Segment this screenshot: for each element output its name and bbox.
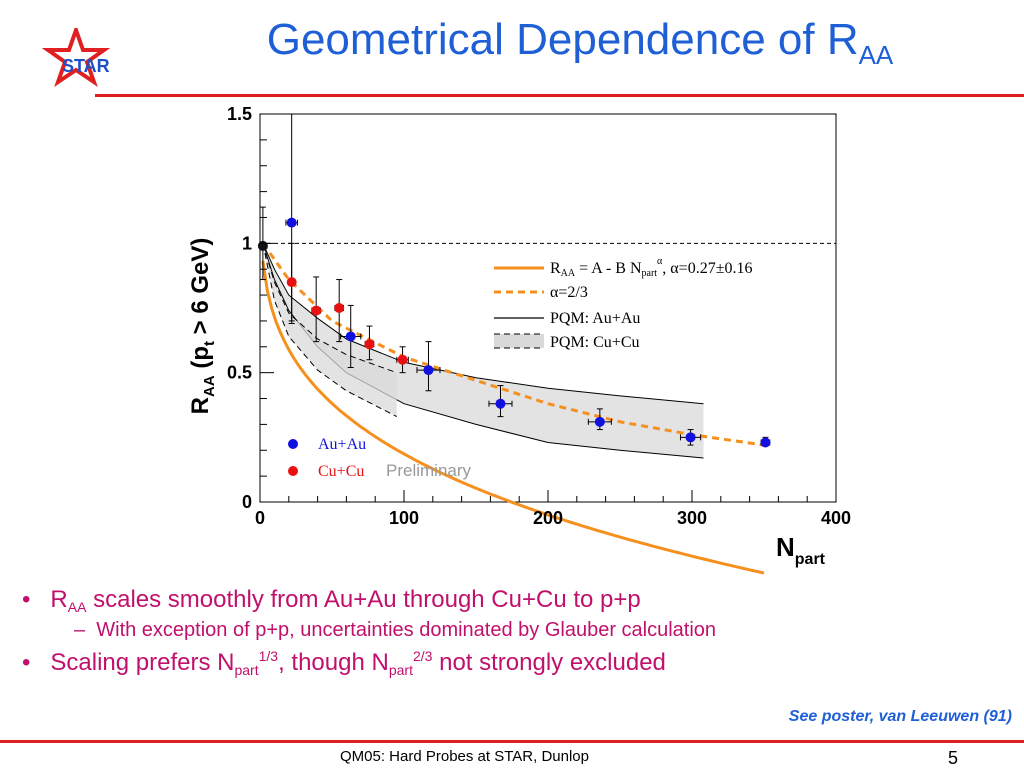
poster-note: See poster, van Leeuwen (91) <box>788 708 1012 725</box>
auau-point-1 <box>345 331 356 342</box>
y-tick-label-1: 0.5 <box>227 363 252 383</box>
star-logo <box>38 23 134 90</box>
y-tick-label-3: 1.5 <box>227 104 252 124</box>
pqm-cucu-upper-line <box>262 243 397 374</box>
cucu-point-2 <box>334 303 345 313</box>
y-tick-label-0: 0 <box>242 492 252 512</box>
fit-curve-alpha-027 <box>261 260 765 575</box>
subbullet-dash: – <box>74 619 97 641</box>
x-tick-label-1: 100 <box>389 508 419 528</box>
raa-chart: 0 100 200 300 400 0 0.5 1 1.5 RAA (pt > 6 GeV) N… <box>187 104 851 575</box>
svg-text:PQM: Au+Au: PQM: Au+Au <box>550 310 640 327</box>
curves-layer <box>261 242 765 575</box>
cucu-point-3 <box>364 339 375 350</box>
svg-text:Au+Au: Au+Au <box>318 436 366 453</box>
bullet-dot: • <box>22 649 51 676</box>
page-title: Geometrical Dependence of RAA <box>180 14 980 81</box>
footer-rule <box>0 740 1024 743</box>
subbullet-text: With exception of p+p, uncertainties dom… <box>96 619 717 641</box>
preliminary-label: Preliminary <box>386 461 472 480</box>
svg-text:Cu+Cu: Cu+Cu <box>318 463 364 480</box>
auau-point-3 <box>495 398 506 409</box>
data-legend: Au+Au Cu+Cu Preliminary <box>288 436 472 480</box>
header-rule <box>95 94 1024 97</box>
x-axis-label: Npart <box>776 532 826 568</box>
pqm-bands <box>262 243 704 459</box>
logo-text: STAR <box>62 56 110 76</box>
x-tick-label-0: 0 <box>255 508 265 528</box>
pqm-auau-band <box>262 243 704 458</box>
bullet-2-sup2: 2/3 <box>412 648 433 664</box>
bullet-2-sub2: part <box>388 662 413 678</box>
bullet-1-sub: AA <box>67 599 87 615</box>
y-tick-label-2: 1 <box>242 233 252 253</box>
star-logo-icon <box>41 23 111 87</box>
page-number: 5 <box>948 748 959 768</box>
pp-point-0 <box>257 240 268 251</box>
pqm-auau-upper-line <box>262 243 704 405</box>
y-axis-label: RAA (pt > 6 GeV) <box>187 238 218 415</box>
bullet-2-sup: 1/3 <box>258 648 279 664</box>
cucu-point-0 <box>286 277 297 288</box>
svg-text:α=2/3: α=2/3 <box>550 284 588 301</box>
auau-point-2 <box>423 365 434 376</box>
svg-text:RAA = A - B Npartα, α=0.27±0.1: RAA = A - B Npartα, α=0.27±0.16 <box>550 256 752 279</box>
auau-point-5 <box>685 432 696 443</box>
bullet-1: • RAA scales smoothly from Au+Au through… <box>22 586 641 615</box>
cucu-point-1 <box>311 305 322 316</box>
axes-layer: 0 100 200 300 400 0 0.5 1 1.5 <box>227 104 851 528</box>
bullet-2-post: not strongly excluded <box>432 649 666 676</box>
footer-text: QM05: Hard Probes at STAR, Dunlop <box>340 748 589 765</box>
bullet-1-post: scales smoothly from Au+Au through Cu+Cu… <box>86 586 641 613</box>
fit-curve-alpha-23 <box>261 242 765 447</box>
bullet-2-mid: , though N <box>278 649 389 676</box>
bullet-2-pre: Scaling prefers N <box>50 649 235 676</box>
subbullet-1: – With exception of p+p, uncertainties d… <box>74 619 716 642</box>
cucu-point-4 <box>397 354 408 365</box>
svg-text:PQM: Cu+Cu: PQM: Cu+Cu <box>550 334 640 351</box>
title-subscript: AA <box>858 40 894 70</box>
auau-point-0 <box>286 217 297 228</box>
bullet-2-sub: part <box>234 662 259 678</box>
bullet-dot: • <box>22 586 51 613</box>
auau-point-4 <box>594 416 605 427</box>
x-tick-label-3: 300 <box>677 508 707 528</box>
pqm-cucu-band <box>262 243 397 417</box>
x-tick-label-2: 200 <box>533 508 563 528</box>
title-main: Geometrical Dependence of R <box>266 15 859 64</box>
x-tick-label-4: 400 <box>821 508 851 528</box>
bullet-1-pre: R <box>50 586 68 613</box>
fit-legend: RAA = A - B Npartα, α=0.27±0.16 α=2/3 PQ… <box>494 256 752 351</box>
auau-point-6 <box>760 437 771 448</box>
bullet-2: • Scaling prefers Npart1/3, though Npart… <box>22 648 666 678</box>
